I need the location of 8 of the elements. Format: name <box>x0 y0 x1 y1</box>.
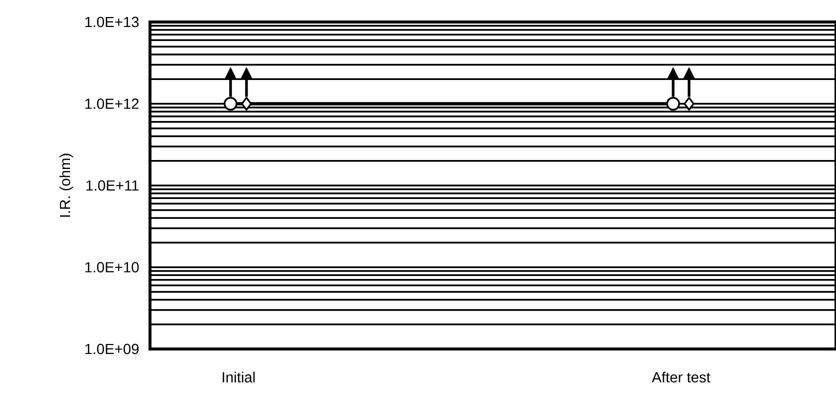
y-axis-title: I.R. (ohm) <box>59 154 74 217</box>
x-tick-label: After test <box>652 372 710 382</box>
y-tick-label: 1.0E+11 <box>86 180 139 191</box>
y-tick-label: 1.0E+09 <box>85 344 139 354</box>
x-tick-label: Initial <box>222 372 255 382</box>
y-tick-label: 1.0E+12 <box>85 98 139 109</box>
y-tick-label: 1.0E+13 <box>85 16 139 28</box>
y-tick-label: 1.0E+10 <box>85 262 139 272</box>
